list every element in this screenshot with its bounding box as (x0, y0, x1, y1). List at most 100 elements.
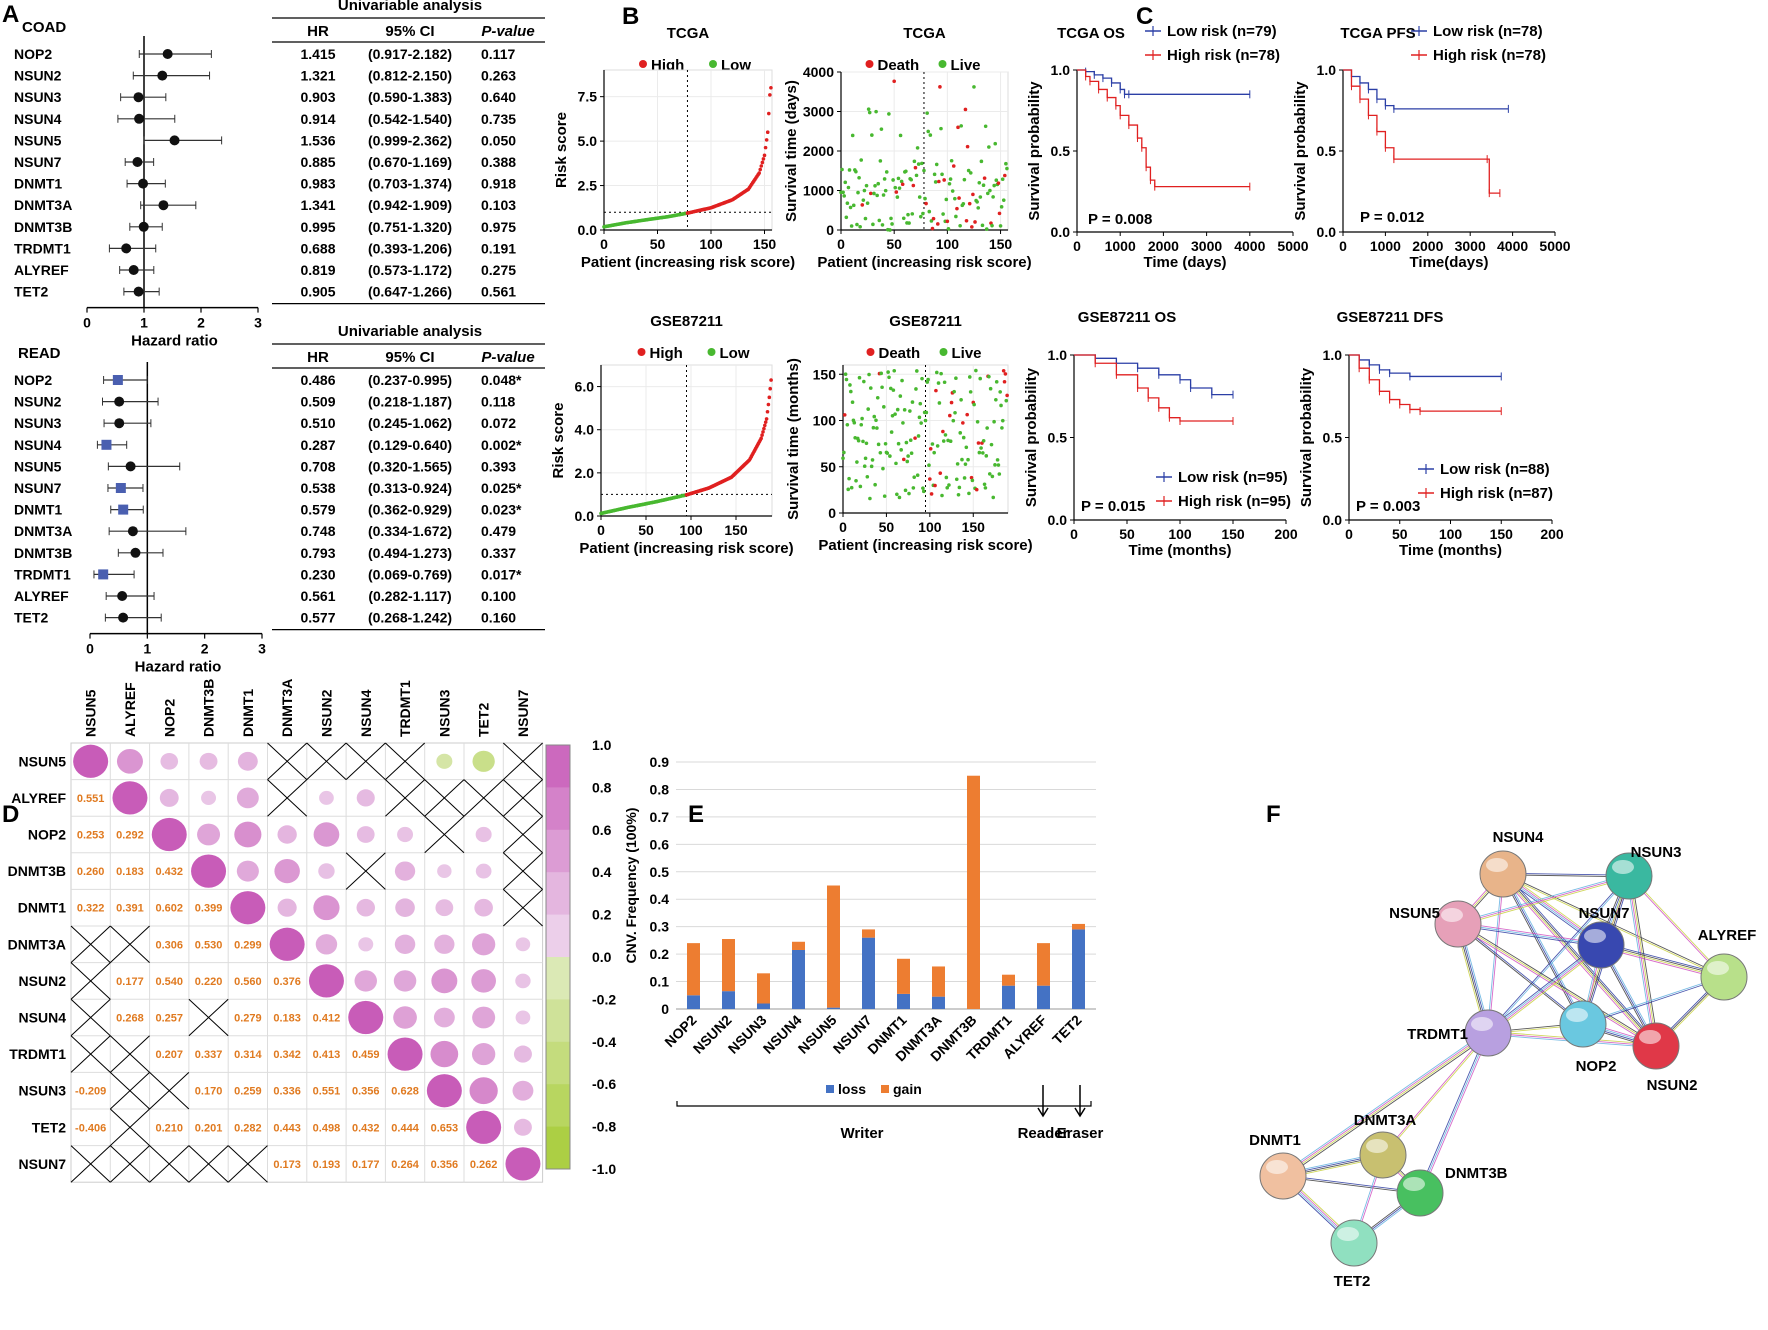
category-label: TET2 (1049, 1012, 1085, 1048)
group-arrow-head (1037, 1107, 1049, 1118)
survival-point (864, 183, 869, 188)
survival-point (990, 474, 995, 479)
correlation-circle (313, 822, 340, 847)
ci-value: (0.320-1.565) (368, 458, 452, 474)
bar-gain (827, 885, 840, 1008)
correlation-value: 0.399 (195, 903, 223, 915)
survival-point (861, 198, 866, 202)
correlation-circle (469, 1077, 498, 1105)
y-tick-label: 0.0 (578, 222, 598, 238)
node-highlight (1266, 1160, 1288, 1174)
survival-point (845, 422, 850, 427)
survival-point (843, 372, 848, 376)
ci-value: (0.494-1.273) (368, 545, 452, 561)
survival-point (878, 159, 883, 163)
chart-title: GSE87211 OS (1078, 309, 1176, 326)
gene-label: DNMT3A (14, 523, 72, 539)
correlation-circle (515, 973, 531, 989)
gene-label: DNMT3A (14, 197, 72, 213)
correlation-value: 0.540 (155, 976, 183, 988)
colorbar-segment (546, 1084, 570, 1128)
survival-point (855, 460, 859, 464)
interaction-edge (1502, 873, 1584, 1025)
insignificant-cross (188, 1145, 229, 1183)
x-tick-label: 3000 (1191, 238, 1222, 254)
survival-point (875, 426, 879, 430)
survival-point (948, 439, 953, 444)
survival-point (914, 173, 919, 178)
risk-point (769, 378, 773, 382)
correlation-value: 0.602 (155, 903, 183, 915)
gene-label: NSUN2 (14, 394, 62, 410)
legend-high-dot (637, 348, 646, 356)
x-axis-label: Patient (increasing risk score) (817, 254, 1031, 271)
survival-point (987, 472, 992, 476)
y-tick-label: 0.0 (1323, 512, 1343, 528)
survival-point (863, 456, 868, 461)
survival-point (958, 223, 962, 228)
survival-point (887, 112, 891, 116)
correlation-circle (191, 854, 227, 888)
table-header-ci: 95% CI (385, 23, 434, 40)
survival-point (933, 483, 937, 488)
y-tick-label: 0.5 (1051, 143, 1071, 159)
correlation-value: 0.262 (470, 1159, 498, 1171)
bar-gain (792, 941, 805, 950)
y-tick-label: 50 (820, 459, 836, 475)
survival-point (876, 442, 881, 447)
gene-label: NSUN4 (14, 111, 62, 127)
column-label: DNMT1 (240, 689, 256, 737)
group-label-writer: Writer (840, 1125, 883, 1142)
hr-marker (114, 396, 125, 407)
ci-value: (0.313-0.924) (368, 480, 452, 496)
correlation-value: 0.444 (391, 1122, 419, 1134)
survival-point (951, 164, 956, 168)
gene-label: TRDMT1 (14, 566, 71, 582)
survival-point (923, 196, 927, 201)
survival-point (996, 463, 1001, 467)
p-value: 0.561 (481, 284, 516, 300)
correlation-circle (236, 787, 259, 809)
survival-point (1001, 368, 1006, 373)
survival-point (992, 183, 996, 188)
x-axis-label: Hazard ratio (131, 333, 218, 350)
survival-point (894, 461, 898, 466)
survival-point (932, 450, 936, 455)
p-value: 0.275 (481, 262, 516, 278)
correlation-value: 0.432 (155, 866, 183, 878)
hr-value: 0.983 (300, 176, 335, 192)
survival-point (951, 418, 956, 423)
p-value-label: P = 0.008 (1088, 211, 1152, 228)
survival-point (859, 158, 864, 162)
legend-high-label: High (650, 345, 683, 362)
survival-point (942, 380, 947, 385)
protein-node (1632, 1022, 1680, 1070)
legend-live-dot (938, 60, 947, 68)
correlation-value: 0.257 (155, 1013, 183, 1025)
survival-point (904, 440, 909, 445)
survival-point (909, 451, 914, 456)
survival-point (895, 492, 899, 497)
colorbar-label: 0.6 (592, 822, 612, 838)
survival-point (944, 475, 949, 480)
colorbar-segment (546, 999, 570, 1043)
correlation-value: 0.268 (116, 1013, 144, 1025)
survival-point (920, 376, 924, 381)
survival-point (942, 178, 946, 182)
x-tick-label: 50 (879, 519, 895, 535)
column-label: NSUN5 (83, 689, 99, 737)
survival-point (871, 425, 876, 430)
hr-value: 0.995 (300, 219, 335, 235)
survival-point (974, 368, 978, 373)
x-tick-label: 2000 (1412, 238, 1443, 254)
survival-point (996, 181, 1001, 185)
survival-point (881, 466, 885, 471)
y-tick-label: 6.0 (575, 379, 595, 395)
interaction-edge (1281, 1030, 1487, 1175)
x-tick-label: 4000 (1497, 238, 1528, 254)
km-curve-high (1343, 69, 1500, 194)
node-highlight (1486, 858, 1508, 872)
survival-point (963, 462, 968, 466)
survival-point (872, 191, 876, 196)
